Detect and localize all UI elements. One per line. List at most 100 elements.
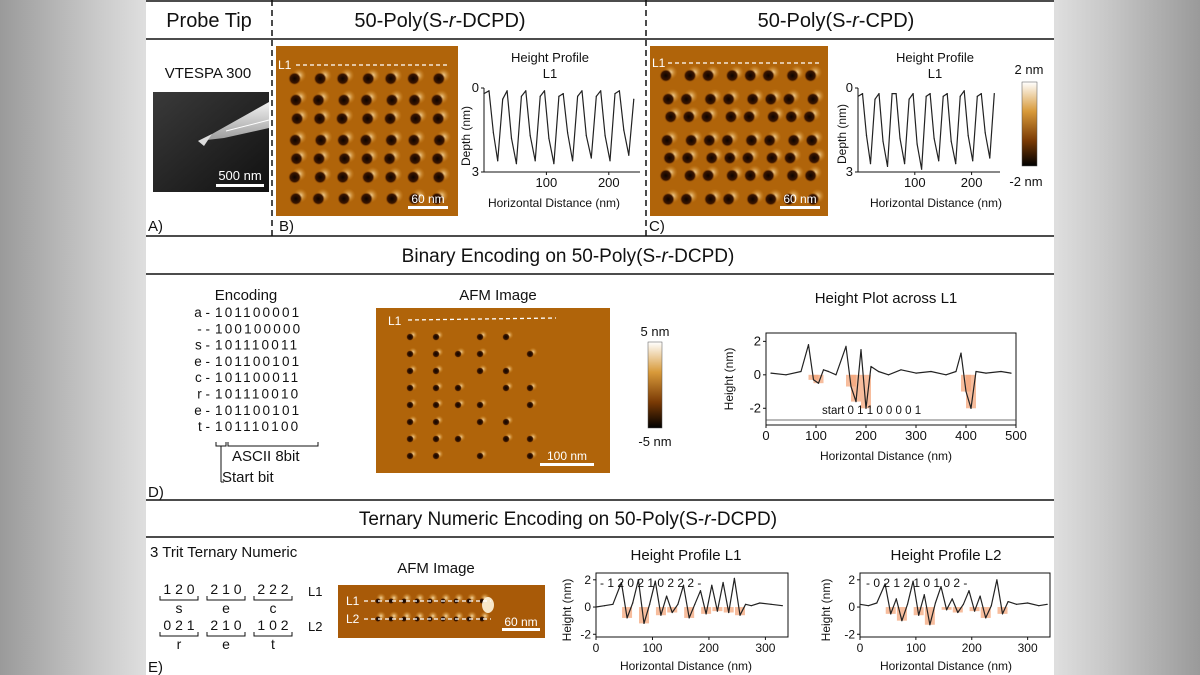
x-tick-label: 0 (593, 641, 600, 655)
pit (314, 133, 328, 147)
start-bit-label: Start bit (222, 469, 275, 486)
pit (432, 418, 440, 426)
pit (335, 112, 349, 126)
pit-highlight (735, 607, 745, 616)
pit-highlight (966, 374, 976, 409)
profile-point (567, 132, 569, 134)
pit (700, 110, 714, 124)
profile-point (850, 385, 852, 388)
pit (383, 152, 397, 166)
pit (681, 151, 695, 165)
pit (406, 72, 420, 86)
pit (703, 92, 717, 106)
y-tick-label: 0 (472, 80, 479, 95)
afm-b-line-label: L1 (278, 58, 292, 72)
pit (765, 151, 779, 165)
profile-point (950, 140, 952, 142)
pit (361, 112, 375, 126)
y-tick-label: -2 (580, 627, 591, 641)
y-tick-label: 0 (848, 600, 855, 614)
pit (336, 170, 350, 184)
profile-point (860, 349, 862, 351)
encoding-table: a - 101100001 - - 100100000 s - 101110011 e - 1… (194, 305, 300, 434)
x-tick-label: 0 (857, 641, 864, 655)
profile-point (870, 365, 872, 368)
profile-point (959, 95, 961, 97)
plot-d-xlabel: Horizontal Distance (nm) (820, 449, 952, 463)
pit (406, 384, 414, 392)
pit (360, 152, 374, 166)
profile-point (770, 603, 772, 605)
profile-point (529, 135, 531, 137)
afm-e-scale-bar (502, 628, 540, 631)
pit (388, 598, 394, 604)
y-tick-label: 2 (848, 573, 855, 587)
pit (401, 598, 407, 604)
trit-digits: 2 1 0 (210, 581, 241, 597)
pit-highlight (701, 607, 712, 614)
trit-digits: 2 2 2 (257, 581, 288, 597)
x-tick-label: 500 (1005, 428, 1027, 443)
x-tick-label: 400 (955, 428, 977, 443)
x-tick-label: 200 (598, 175, 620, 190)
encoding-char: a - (194, 305, 210, 320)
pit (432, 72, 446, 86)
profile-point (967, 135, 969, 137)
pit (741, 151, 755, 165)
profile-point (745, 603, 747, 605)
pit (288, 170, 302, 184)
profile-point (600, 90, 602, 92)
pit (683, 169, 697, 183)
profile-point (951, 598, 953, 600)
plot-frame (595, 572, 789, 638)
trit-letter: e (222, 600, 230, 616)
pit (407, 192, 421, 206)
pit (359, 93, 373, 107)
profile-point (488, 90, 490, 92)
pit (432, 384, 440, 392)
profile-point (716, 610, 719, 612)
pit-highlight (813, 374, 824, 384)
encoding-title: Encoding (215, 287, 278, 304)
profile-point (921, 168, 923, 170)
pit (723, 151, 737, 165)
profile-point (1010, 372, 1012, 374)
panel-d-header: Binary Encoding on 50-Poly(S-r-DCPD) (402, 246, 735, 267)
pit (703, 192, 717, 206)
plot-c-title-2: L1 (928, 66, 942, 81)
pit (359, 133, 373, 147)
profile-point (770, 372, 772, 374)
profile-point (633, 98, 635, 100)
afm-b-scale-bar (408, 206, 448, 209)
profile-point (877, 370, 880, 373)
plot-e2-xlabel: Horizontal Distance (nm) (880, 659, 1012, 673)
pit (807, 151, 821, 165)
pit (384, 170, 398, 184)
x-tick-label: 200 (699, 641, 719, 655)
trit-letter: e (222, 636, 230, 652)
afm-c-line-label: L1 (652, 56, 666, 70)
profile-point (785, 374, 787, 376)
profile-point (976, 95, 978, 97)
profile-point (562, 93, 564, 95)
pit (388, 616, 394, 622)
afm-e-line1-label: L1 (346, 594, 360, 608)
pit (659, 69, 673, 83)
pit (361, 170, 375, 184)
pit (502, 333, 510, 341)
profile-point (973, 610, 976, 612)
pit (783, 151, 797, 165)
ternary-title: 3 Trit Ternary Numeric (150, 544, 298, 561)
pit-highlight (913, 607, 924, 616)
plot-e1-xlabel: Horizontal Distance (nm) (620, 659, 752, 673)
profile-point (628, 154, 630, 156)
profile-point (929, 93, 931, 95)
pit (313, 72, 327, 86)
colorbar-d (647, 341, 663, 429)
profile-point (502, 98, 504, 100)
x-tick-label: 0 (762, 428, 769, 443)
pit (702, 133, 716, 147)
profile-point (637, 579, 639, 581)
profile-point (1027, 602, 1029, 604)
